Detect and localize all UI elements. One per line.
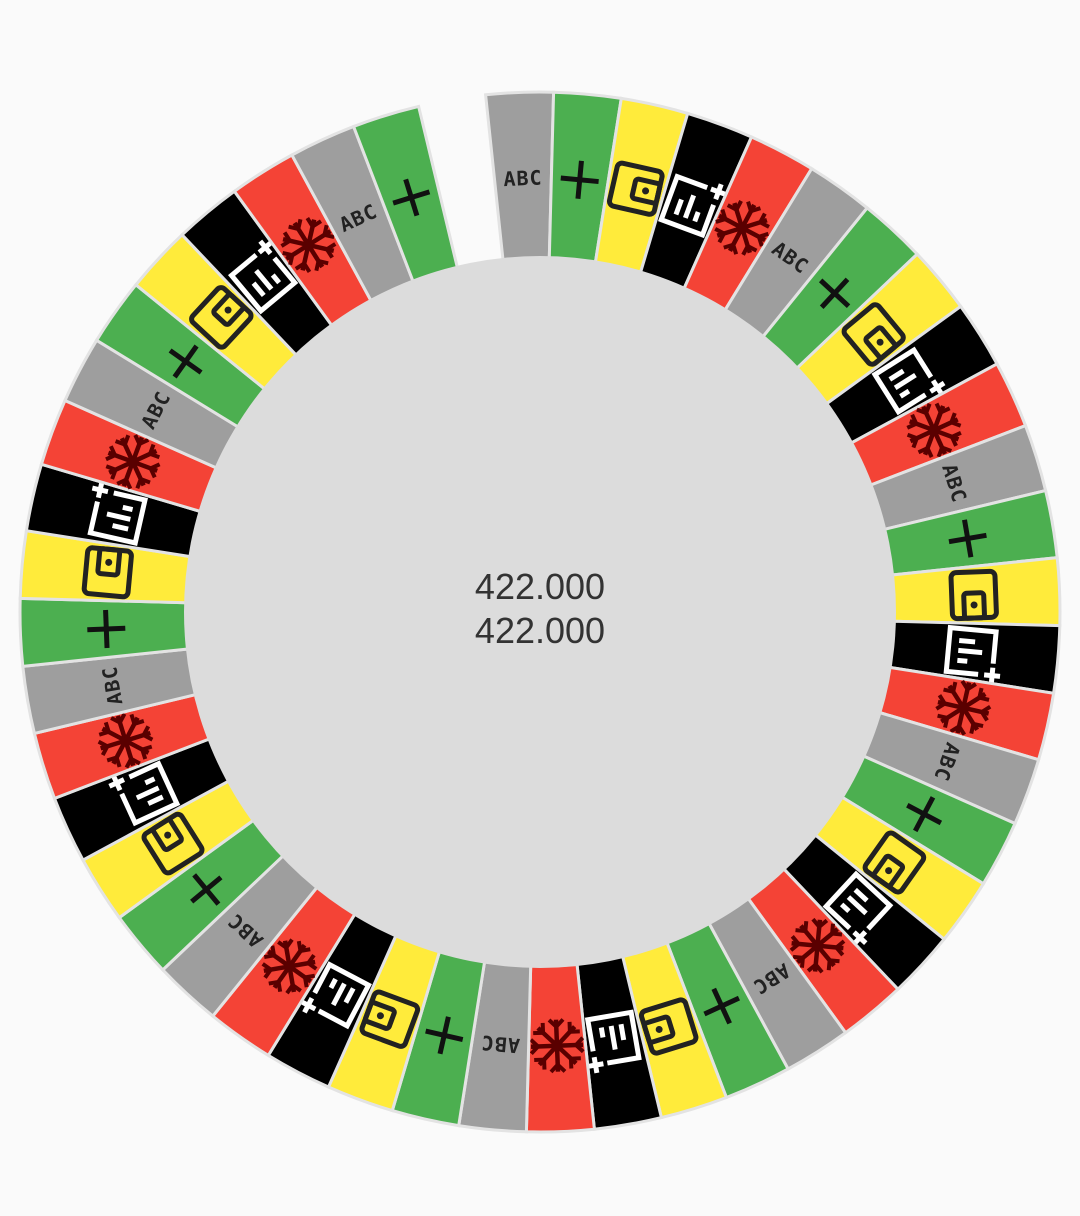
plus-icon xyxy=(906,796,943,833)
wheel-segment-gray[interactable]: ABC xyxy=(483,90,556,262)
abc-text-icon: ABC xyxy=(503,166,543,192)
center-value-secondary: 422.000 xyxy=(474,610,606,651)
wheel-segment-gray[interactable]: ABC xyxy=(861,710,1041,826)
snowflake-icon xyxy=(105,434,161,490)
wallet-icon xyxy=(359,989,421,1049)
plus-icon xyxy=(425,1016,464,1055)
add-chart-icon xyxy=(299,961,372,1030)
add-chart-icon xyxy=(822,870,894,946)
plus-icon xyxy=(560,160,599,199)
center-value-primary: 422.000 xyxy=(474,566,606,607)
wallet-icon xyxy=(862,830,927,895)
wheel-segment-red[interactable] xyxy=(39,398,219,514)
add-chart-icon xyxy=(108,760,181,827)
wallet-icon xyxy=(81,545,134,600)
wallet-icon xyxy=(841,302,906,367)
wallet-icon xyxy=(141,811,205,876)
snowflake-icon xyxy=(906,402,962,458)
snowflake-icon xyxy=(280,217,337,273)
plus-icon xyxy=(392,178,431,217)
snowflake-icon xyxy=(789,917,846,974)
snowflake-icon xyxy=(935,679,992,736)
wheel-segment-red[interactable] xyxy=(210,884,358,1058)
center-disc xyxy=(184,256,896,968)
add-chart-icon xyxy=(87,481,148,546)
svg-text:ABC: ABC xyxy=(480,1030,521,1058)
snowflake-icon xyxy=(714,200,770,256)
add-chart-icon xyxy=(658,173,727,239)
center-value-display: 422.000 422.000 xyxy=(340,565,740,653)
snowflake-icon xyxy=(97,712,154,769)
wallet-icon xyxy=(948,568,999,622)
plus-icon xyxy=(703,987,741,1025)
plus-icon xyxy=(818,277,851,309)
plus-icon xyxy=(948,519,987,558)
wallet-icon xyxy=(638,997,699,1056)
add-chart-icon xyxy=(584,1009,642,1074)
wallet-icon xyxy=(606,160,665,217)
add-chart-icon xyxy=(943,624,1001,684)
add-chart-icon xyxy=(227,239,299,315)
plus-icon xyxy=(87,609,126,649)
snowflake-icon xyxy=(261,938,318,995)
snowflake-icon xyxy=(529,1018,585,1074)
abc-text-icon: ABC xyxy=(480,1030,521,1058)
wheel-segment-red[interactable] xyxy=(524,962,597,1134)
wallet-icon xyxy=(189,285,254,350)
svg-text:ABC: ABC xyxy=(503,166,543,192)
plus-icon xyxy=(168,344,203,379)
wheel-segment-red[interactable] xyxy=(746,866,901,1035)
plus-icon xyxy=(190,873,223,906)
add-chart-icon xyxy=(871,346,946,416)
